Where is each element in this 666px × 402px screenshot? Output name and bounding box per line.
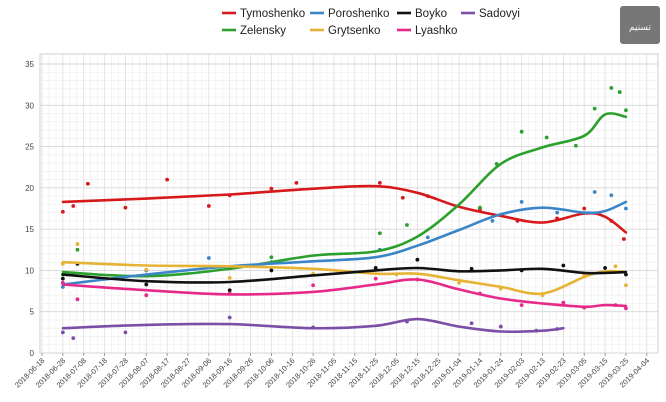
- data-point-zelensky: [592, 106, 597, 111]
- y-tick-label: 20: [25, 184, 34, 193]
- series-line-grytsenko: [61, 260, 628, 296]
- legend: Tymoshenko Poroshenko Boyko Sadovyi Zelensky…: [222, 8, 520, 37]
- data-point-boyko: [60, 276, 65, 281]
- series-lines: [61, 112, 628, 334]
- x-axis: 2018-06-182018-06-282018-07-082018-07-18…: [13, 353, 651, 390]
- data-point-boyko: [415, 257, 420, 262]
- data-point-boyko: [373, 266, 378, 270]
- y-axis: 0 5 10 15 20 25 30 35: [25, 60, 34, 358]
- plot-background: [39, 53, 659, 354]
- data-point-sadovyi: [71, 336, 76, 341]
- data-point-lyashko: [624, 306, 628, 311]
- y-tick-label: 25: [25, 143, 34, 152]
- legend-label-tymoshenko: Tymoshenko: [240, 8, 305, 20]
- data-point-boyko: [603, 266, 607, 270]
- data-point-tymoshenko: [582, 206, 587, 211]
- y-tick-label: 10: [25, 266, 34, 275]
- y-tick-label: 30: [25, 101, 34, 110]
- data-point-sadovyi: [469, 321, 474, 326]
- data-point-poroshenko: [624, 206, 628, 211]
- data-point-lyashko: [75, 297, 80, 302]
- data-point-tymoshenko: [165, 177, 170, 182]
- data-point-grytsenko: [613, 264, 618, 269]
- data-point-tymoshenko: [269, 186, 274, 191]
- data-point-tymoshenko: [400, 195, 405, 200]
- data-point-boyko: [227, 288, 232, 293]
- data-point-zelensky: [377, 231, 382, 236]
- data-point-boyko: [469, 266, 474, 271]
- data-point-tymoshenko: [60, 209, 65, 214]
- data-point-tymoshenko: [123, 205, 128, 210]
- grid: [40, 54, 658, 354]
- data-point-zelensky: [519, 129, 524, 134]
- legend-label-poroshenko: Poroshenko: [328, 8, 389, 20]
- data-point-zelensky: [405, 223, 409, 227]
- data-point-poroshenko: [425, 235, 430, 240]
- data-point-tymoshenko: [294, 181, 299, 185]
- data-point-poroshenko: [490, 218, 495, 223]
- legend-label-boyko: Boyko: [415, 8, 447, 20]
- series-line-zelensky: [61, 112, 628, 278]
- data-point-poroshenko: [609, 193, 614, 198]
- data-point-boyko: [144, 282, 149, 287]
- y-tick-label: 5: [30, 308, 35, 317]
- data-point-lyashko: [519, 303, 524, 308]
- series-line-boyko: [61, 266, 628, 284]
- data-point-sadovyi: [498, 324, 503, 329]
- y-tick-label: 0: [30, 349, 35, 358]
- data-point-sadovyi: [227, 315, 232, 320]
- data-point-poroshenko: [555, 210, 560, 215]
- data-point-boyko: [561, 263, 566, 268]
- y-tick-label: 35: [25, 60, 34, 69]
- data-point-lyashko: [311, 283, 316, 288]
- data-point-sadovyi: [60, 330, 65, 335]
- data-point-poroshenko: [206, 256, 211, 260]
- data-point-zelensky: [544, 135, 549, 140]
- data-point-boyko: [269, 268, 274, 273]
- legend-label-zelensky: Zelensky: [240, 25, 286, 37]
- data-point-grytsenko: [227, 275, 232, 280]
- watermark-text: تسنیم: [629, 23, 651, 33]
- data-point-tymoshenko: [377, 181, 382, 185]
- y-tick-label: 15: [25, 225, 34, 234]
- data-point-poroshenko: [519, 199, 524, 204]
- data-point-poroshenko: [60, 285, 65, 289]
- data-point-lyashko: [144, 293, 149, 298]
- data-point-lyashko: [373, 276, 378, 281]
- data-point-grytsenko: [624, 283, 628, 288]
- watermark-logo: تسنیم: [620, 6, 660, 44]
- data-point-zelensky: [75, 247, 80, 252]
- data-point-grytsenko: [75, 242, 80, 246]
- data-point-zelensky: [478, 205, 482, 210]
- series-line-poroshenko: [61, 200, 628, 286]
- data-point-sadovyi: [123, 330, 128, 335]
- data-point-zelensky: [573, 143, 578, 148]
- legend-label-grytsenko: Grytsenko: [328, 25, 380, 37]
- legend-label-sadovyi: Sadovyi: [479, 8, 520, 20]
- data-point-grytsenko: [457, 280, 461, 285]
- data-point-zelensky: [624, 108, 628, 113]
- watermark-badge: [620, 6, 660, 44]
- data-point-poroshenko: [592, 190, 597, 194]
- data-point-tymoshenko: [85, 181, 90, 186]
- data-point-tymoshenko: [71, 204, 76, 208]
- data-point-zelensky: [269, 255, 274, 260]
- data-point-tymoshenko: [206, 204, 211, 208]
- series-line-lyashko: [61, 278, 628, 309]
- series-line-sadovyi: [61, 317, 565, 334]
- legend-label-lyashko: Lyashko: [415, 25, 457, 37]
- data-point-lyashko: [561, 300, 566, 305]
- data-point-grytsenko: [144, 267, 149, 272]
- data-point-zelensky: [617, 90, 622, 94]
- data-point-boyko: [624, 272, 628, 277]
- data-point-tymoshenko: [621, 237, 626, 241]
- data-point-zelensky: [609, 86, 614, 90]
